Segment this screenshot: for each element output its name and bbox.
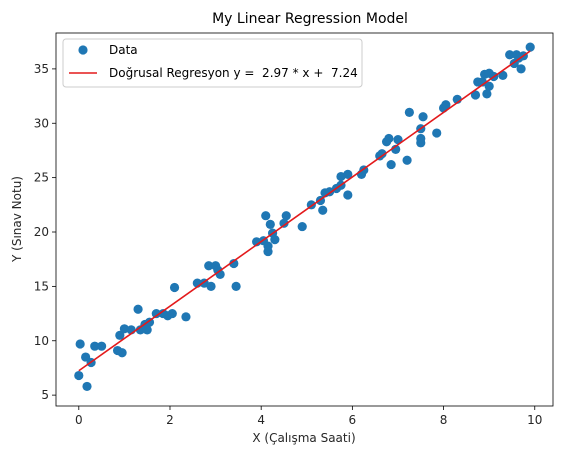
data-point [229, 258, 239, 269]
data-point [281, 211, 291, 221]
data-point [525, 42, 535, 52]
y-tick-label: 25 [34, 171, 49, 185]
data-point [416, 133, 426, 144]
data-point [505, 50, 515, 60]
data-point [96, 341, 107, 351]
data-point [432, 128, 442, 138]
data-points [74, 42, 535, 392]
data-point [484, 81, 494, 91]
legend-label-data: Data [109, 43, 138, 57]
data-point [404, 107, 414, 117]
x-axis-label: X (Çalışma Saati) [252, 431, 355, 445]
data-point [279, 218, 289, 228]
data-point [482, 89, 492, 99]
data-point [142, 325, 152, 335]
y-axis: 5 10 15 20 25 30 35 [34, 62, 56, 402]
data-point [151, 308, 161, 319]
data-point [206, 281, 216, 291]
data-point [265, 219, 275, 229]
x-tick-label: 8 [440, 413, 448, 427]
plot-area [55, 32, 554, 407]
data-point [167, 308, 177, 319]
data-point [90, 341, 100, 351]
data-point [402, 155, 412, 165]
legend-marker-data [78, 45, 88, 55]
data-point [74, 370, 84, 381]
y-tick-label: 10 [34, 334, 49, 348]
data-point [82, 381, 92, 392]
data-point [377, 149, 387, 159]
data-point [470, 90, 481, 100]
x-tick-label: 10 [527, 413, 542, 427]
regression-line [78, 50, 531, 372]
x-tick-label: 4 [257, 413, 265, 427]
y-tick-label: 5 [41, 388, 49, 402]
data-point [516, 64, 526, 74]
data-point [393, 134, 403, 145]
data-point [343, 169, 353, 179]
data-point [318, 205, 328, 215]
regression-line-group [78, 50, 531, 372]
y-axis-label: Y (Sınav Notu) [10, 176, 24, 263]
data-point [297, 221, 307, 232]
data-point [231, 281, 241, 291]
chart-title: My Linear Regression Model [212, 11, 408, 27]
data-point [386, 159, 396, 170]
data-point [261, 211, 271, 221]
data-point [204, 261, 214, 271]
data-point [418, 112, 428, 122]
data-point [115, 330, 125, 340]
legend-box [62, 38, 363, 88]
y-tick-label: 30 [34, 116, 49, 130]
data-point [263, 241, 273, 251]
x-tick-label: 2 [166, 413, 174, 427]
y-tick-label: 20 [34, 225, 49, 239]
legend: Data Doğrusal Regresyon y = 2.97 * x + 7… [62, 38, 363, 88]
data-point [75, 339, 85, 349]
x-axis: 0 2 4 6 8 10 [75, 406, 542, 427]
data-point [117, 348, 127, 358]
data-point [169, 282, 180, 293]
data-point [181, 312, 191, 322]
x-tick-label: 0 [75, 413, 83, 427]
data-point [119, 324, 129, 334]
data-point [441, 100, 451, 110]
y-tick-label: 15 [34, 279, 49, 293]
data-point [343, 190, 353, 200]
data-point [270, 235, 280, 245]
legend-label-regression: Doğrusal Regresyon y = 2.97 * x + 7.24 [109, 66, 358, 80]
data-point [498, 70, 508, 81]
data-point [133, 304, 143, 314]
data-point [384, 133, 394, 144]
y-tick-label: 35 [34, 62, 49, 76]
x-tick-label: 6 [349, 413, 357, 427]
